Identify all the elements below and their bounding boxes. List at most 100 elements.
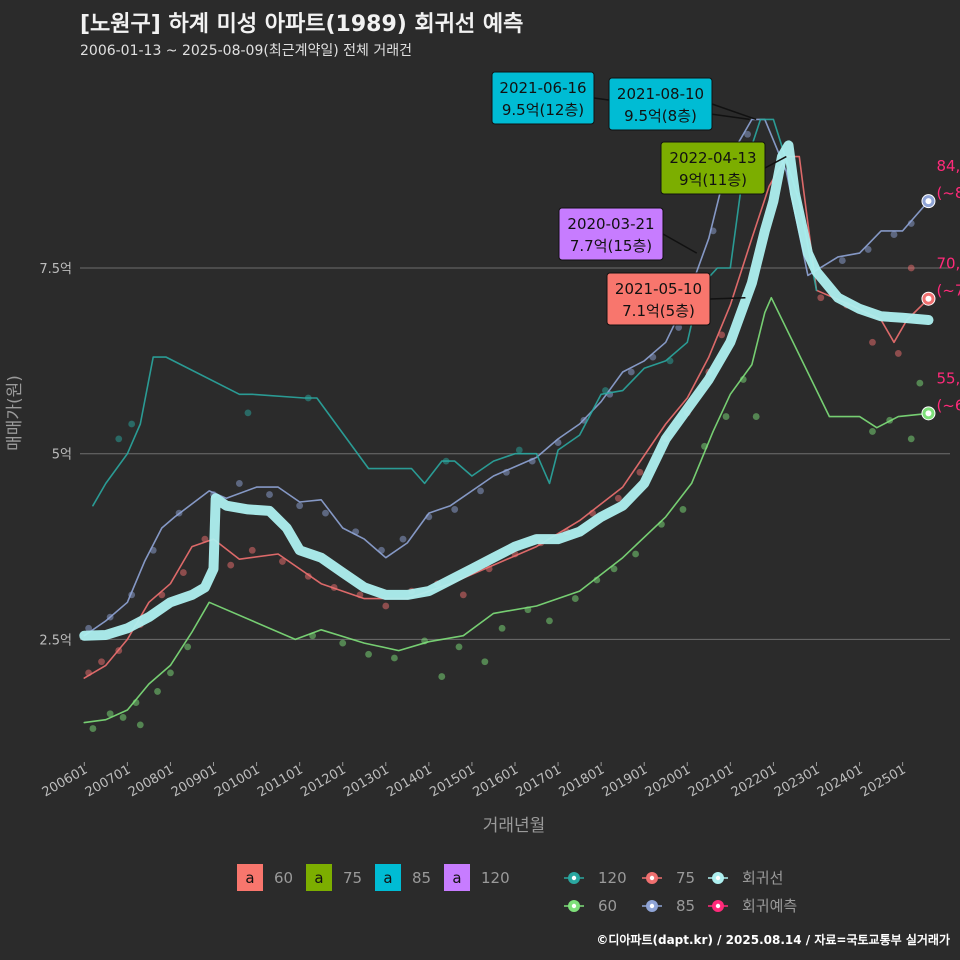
legend-label-glyph: a [452, 869, 461, 887]
callout-date: 2020-03-21 [567, 215, 654, 233]
x-tick-label: 202201 [729, 762, 779, 800]
x-tick-label: 202501 [858, 762, 908, 800]
series-line-s120 [92, 118, 818, 507]
y-tick-label: 7.5억 [39, 262, 72, 277]
scatter-point [451, 506, 459, 513]
x-tick-label: 201801 [557, 762, 607, 800]
x-tick-label: 201501 [427, 762, 477, 800]
legend-label-key [444, 864, 470, 891]
scatter-point [498, 624, 506, 632]
scatter-point [128, 420, 136, 428]
scatter-point [399, 535, 407, 543]
scatter-point [869, 428, 876, 435]
callout-price: 9.5억(12층) [502, 101, 584, 119]
scatter-point [136, 721, 144, 729]
legend-label-glyph: a [383, 869, 392, 887]
scatter-point [679, 506, 687, 513]
legend-label-key [375, 864, 401, 891]
scatter-point [119, 714, 127, 721]
scatter-point [235, 480, 243, 487]
scatter-point [907, 264, 915, 272]
x-tick-label: 201001 [212, 762, 262, 800]
end-area-label: (~60㎡) [936, 396, 960, 414]
legend-series-dot-center [649, 903, 655, 909]
scatter-point [477, 487, 484, 495]
x-tick-label: 201201 [298, 762, 348, 800]
scatter-point [179, 569, 187, 576]
scatter-point [85, 624, 93, 632]
annotation-callout: 2021-05-10 7.1억(5층) [606, 272, 746, 326]
scatter-point [227, 561, 235, 569]
y-tick-label: 2.5억 [39, 633, 72, 648]
callout-box [606, 272, 711, 326]
legend-series-dot-center [571, 903, 577, 909]
scatter-point [571, 595, 579, 602]
scatter-point [890, 231, 898, 238]
scatter-point [115, 435, 123, 443]
scatter-point [438, 673, 446, 680]
scatter-point [459, 591, 467, 599]
callout-price: 7.1억(5층) [622, 302, 695, 320]
scatter-point [98, 658, 105, 666]
scatter-point [752, 413, 760, 420]
x-tick-label: 200901 [169, 762, 219, 800]
callout-leader [711, 103, 757, 121]
x-tick-label: 200801 [126, 762, 176, 800]
scatter-point [481, 658, 489, 666]
scatter-point [154, 688, 161, 695]
scatter-point [722, 413, 730, 420]
legend-label-text: 75 [343, 869, 362, 887]
annotation-callout: 2021-06-16 9.5억(12층) [491, 71, 750, 125]
scatter-point [546, 617, 553, 625]
callout-price: 9.5억(8층) [624, 107, 697, 125]
legend-label-key [306, 864, 332, 891]
legend: a 60 a 75 a 85 a 120 120 75 회귀선 60 85 회귀예측 [237, 864, 797, 915]
x-tick-label: 202101 [686, 762, 736, 800]
legend-series-text: 75 [676, 869, 695, 887]
series-line-s60 [83, 296, 930, 724]
scatter-point [869, 338, 876, 346]
legend-series-text: 120 [598, 869, 627, 887]
x-tick-label: 201901 [600, 762, 650, 800]
end-area-label: (~75㎡) [936, 282, 960, 300]
scatter-point [106, 710, 114, 718]
scatter-point [718, 331, 726, 339]
scatter-point [907, 435, 915, 443]
x-tick-label: 201101 [255, 762, 305, 800]
chart-subtitle: 2006-01-13 ~ 2025-08-09(최근계약일) 전체 거래건 [80, 43, 412, 59]
scatter-point [266, 491, 273, 498]
scatter-point [322, 509, 329, 517]
source-credit: ©디아파트(dapt.kr) / 2025.08.14 / 자료=국토교통부 실… [596, 933, 950, 947]
x-tick-label: 200701 [83, 762, 133, 800]
callout-box [608, 77, 713, 131]
scatter-point [167, 669, 174, 677]
scatter-point [515, 446, 523, 454]
end-area-label: (~85㎡) [936, 184, 960, 202]
legend-series-text: 60 [598, 897, 617, 915]
forecast-point-center [925, 295, 932, 302]
end-value-label: 55,433 [936, 369, 960, 387]
axes: 2.5억 5억 7.5억 200601200701200801200901201001… [39, 262, 908, 800]
scatter-point [632, 550, 639, 558]
scatter-point [244, 409, 252, 417]
legend-series-text: 회귀선 [742, 869, 783, 887]
annotation-callout: 2022-04-13 9억(11층) [660, 141, 787, 195]
y-axis-title: 매매가(원) [5, 375, 25, 451]
callout-box [558, 207, 664, 261]
scatter-point [627, 368, 635, 376]
callout-leader [709, 296, 746, 300]
x-tick-label: 201401 [384, 762, 434, 800]
callout-box [491, 71, 595, 125]
scatter-point [817, 294, 825, 302]
legend-label-glyph: a [314, 869, 323, 887]
scatter-point [339, 639, 347, 647]
legend-series-dot-center [715, 903, 721, 909]
scatter-point [89, 725, 97, 732]
scatter-point [894, 350, 902, 357]
legend-series-dot-center [649, 875, 655, 881]
scatter-point [610, 565, 618, 573]
scatter-point [391, 654, 398, 662]
series-lines [79, 118, 934, 724]
callout-price: 7.7억(15층) [570, 237, 652, 255]
